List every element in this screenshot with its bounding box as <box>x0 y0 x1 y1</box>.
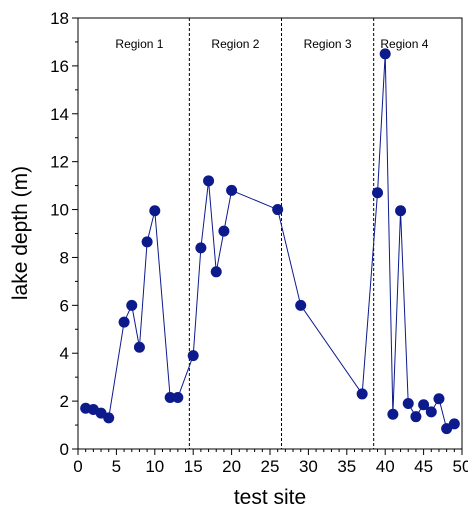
y-tick-label: 16 <box>50 57 69 76</box>
x-tick-label: 30 <box>299 457 318 476</box>
x-tick-label: 0 <box>73 457 82 476</box>
data-point <box>210 266 222 278</box>
data-point <box>203 175 215 187</box>
y-tick-label: 12 <box>50 153 69 172</box>
y-tick-label: 6 <box>60 296 69 315</box>
x-tick-label: 45 <box>414 457 433 476</box>
data-point <box>195 242 207 254</box>
x-tick-label: 25 <box>261 457 280 476</box>
region-dividers <box>188 18 375 449</box>
data-point <box>272 204 284 216</box>
y-tick-label: 8 <box>60 248 69 267</box>
region-label: Region 2 <box>211 37 259 51</box>
x-tick-label: 50 <box>453 457 468 476</box>
data-point <box>387 408 399 420</box>
data-point <box>218 225 230 237</box>
data-point <box>164 392 176 404</box>
y-axis: 0 2 4 6 8 10 12 14 16 18 <box>50 9 78 459</box>
data-point <box>226 184 238 196</box>
x-axis: 0 5 10 15 20 25 30 35 40 45 50 <box>73 449 468 476</box>
series-line <box>85 53 455 430</box>
series-lines <box>85 53 455 430</box>
region-label: Region 1 <box>115 37 163 51</box>
plot-frame <box>77 17 463 450</box>
data-point <box>295 299 307 311</box>
region-label: Region 4 <box>380 37 428 51</box>
data-point <box>118 316 130 328</box>
data-point <box>126 299 138 311</box>
x-tick-label: 35 <box>337 457 356 476</box>
data-point <box>356 388 368 400</box>
data-point <box>402 398 414 410</box>
data-point <box>433 393 445 405</box>
x-axis-label: test site <box>234 486 306 509</box>
data-point <box>133 341 145 353</box>
x-tick-label: 20 <box>222 457 241 476</box>
data-point <box>187 350 199 362</box>
region-labels: Region 1 Region 2 Region 3 Region 4 <box>115 37 428 51</box>
y-tick-label: 0 <box>60 440 69 459</box>
data-point <box>172 392 184 404</box>
data-point <box>372 187 384 199</box>
data-point <box>418 399 430 411</box>
y-axis-label: lake depth (m) <box>9 166 32 300</box>
data-point <box>425 406 437 418</box>
data-point <box>410 411 422 423</box>
data-point <box>103 412 115 424</box>
x-tick-label: 10 <box>145 457 164 476</box>
region-label: Region 3 <box>304 37 352 51</box>
series-points <box>80 48 460 435</box>
y-tick-label: 2 <box>60 392 69 411</box>
data-point <box>448 418 460 430</box>
x-tick-label: 40 <box>376 457 395 476</box>
data-point <box>141 236 153 248</box>
plot-area-border <box>77 17 463 450</box>
data-point <box>395 205 407 217</box>
x-tick-label: 5 <box>112 457 121 476</box>
y-tick-label: 14 <box>50 105 69 124</box>
y-tick-label: 4 <box>60 344 69 363</box>
y-tick-label: 10 <box>50 201 69 220</box>
data-point <box>149 205 161 217</box>
x-tick-label: 15 <box>184 457 203 476</box>
y-tick-label: 18 <box>50 9 69 28</box>
data-point <box>379 48 391 60</box>
